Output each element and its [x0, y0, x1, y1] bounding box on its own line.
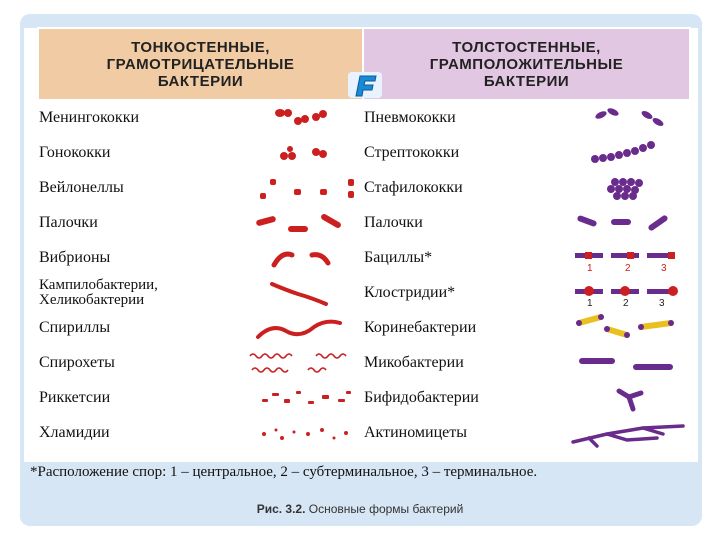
- left-row-name: Вибрионы: [37, 239, 242, 276]
- meningococci-image: [240, 99, 364, 136]
- corynebacteria-image: [565, 309, 691, 346]
- left-row-name: Палочки: [37, 204, 242, 241]
- left-row-name: Кампилобактерии, Хеликобактерии: [37, 274, 242, 311]
- left-row-name: Спирохеты: [37, 344, 242, 381]
- left-row-name: Хламидии: [37, 414, 242, 451]
- staphylococci-image: [565, 169, 691, 206]
- right-row-name: Палочки: [362, 204, 567, 241]
- right-row-name: Стафилококки: [362, 169, 567, 206]
- spore-number: 3: [659, 298, 665, 309]
- logo-f-icon: [348, 72, 382, 98]
- streptococci-image: [565, 134, 691, 171]
- caption-label: Рис. 3.2.: [256, 502, 306, 516]
- rods-gram-negative-image: [240, 204, 364, 241]
- right-row-name: Бациллы*: [362, 239, 567, 276]
- spore-number: 2: [625, 263, 631, 274]
- rickettsia-image: [240, 379, 364, 416]
- left-row-name: Менингококки: [37, 99, 242, 136]
- right-row-name: Стрептококки: [362, 134, 567, 171]
- chlamydia-image: [240, 414, 364, 451]
- left-row-name: Вейлонеллы: [37, 169, 242, 206]
- spirochetes-image: [240, 344, 364, 381]
- figure-caption: Рис. 3.2. Основные формы бактерий: [0, 502, 720, 516]
- header-gram-positive: ТОЛСТОСТЕННЫЕ, ГРАМПОЛОЖИТЕЛЬНЫЕ БАКТЕРИ…: [362, 27, 691, 101]
- spore-number: 3: [661, 263, 667, 274]
- spore-number: 2: [623, 298, 629, 309]
- right-row-name: Актиномицеты: [362, 414, 567, 451]
- footnote: *Расположение спор: 1 – центральное, 2 –…: [30, 464, 538, 480]
- right-row-name: Бифидобактерии: [362, 379, 567, 416]
- left-row-name: Риккетсии: [37, 379, 242, 416]
- left-row-name: Спириллы: [37, 309, 242, 346]
- right-row-name: Коринебактерии: [362, 309, 567, 346]
- spore-number: 1: [587, 263, 593, 274]
- rods-gram-positive-image: [565, 204, 691, 241]
- bacilli-image: 1 2 3: [565, 239, 691, 276]
- right-row-name: Клостридии*: [362, 274, 567, 311]
- left-row-name: Гонококки: [37, 134, 242, 171]
- vibrios-image: [240, 239, 364, 276]
- header-gram-negative: ТОНКОСТЕННЫЕ, ГРАМОТРИЦАТЕЛЬНЫЕ БАКТЕРИИ: [37, 27, 364, 101]
- caption-text: Основные формы бактерий: [308, 502, 464, 516]
- mycobacteria-image: [565, 344, 691, 381]
- bacteria-table: ТОНКОСТЕННЫЕ, ГРАМОТРИЦАТЕЛЬНЫЕ БАКТЕРИИ…: [37, 27, 691, 451]
- spirilla-image: [240, 309, 364, 346]
- veillonella-image: [240, 169, 364, 206]
- bifidobacteria-image: [565, 379, 691, 416]
- gonococci-image: [240, 134, 364, 171]
- actinomycetes-image: [565, 414, 691, 451]
- right-row-name: Микобактерии: [362, 344, 567, 381]
- spore-number: 1: [587, 298, 593, 309]
- clostridia-image: 1 2 3: [565, 274, 691, 311]
- pneumococci-image: [565, 99, 691, 136]
- right-row-name: Пневмококки: [362, 99, 567, 136]
- campylobacter-image: [240, 274, 364, 311]
